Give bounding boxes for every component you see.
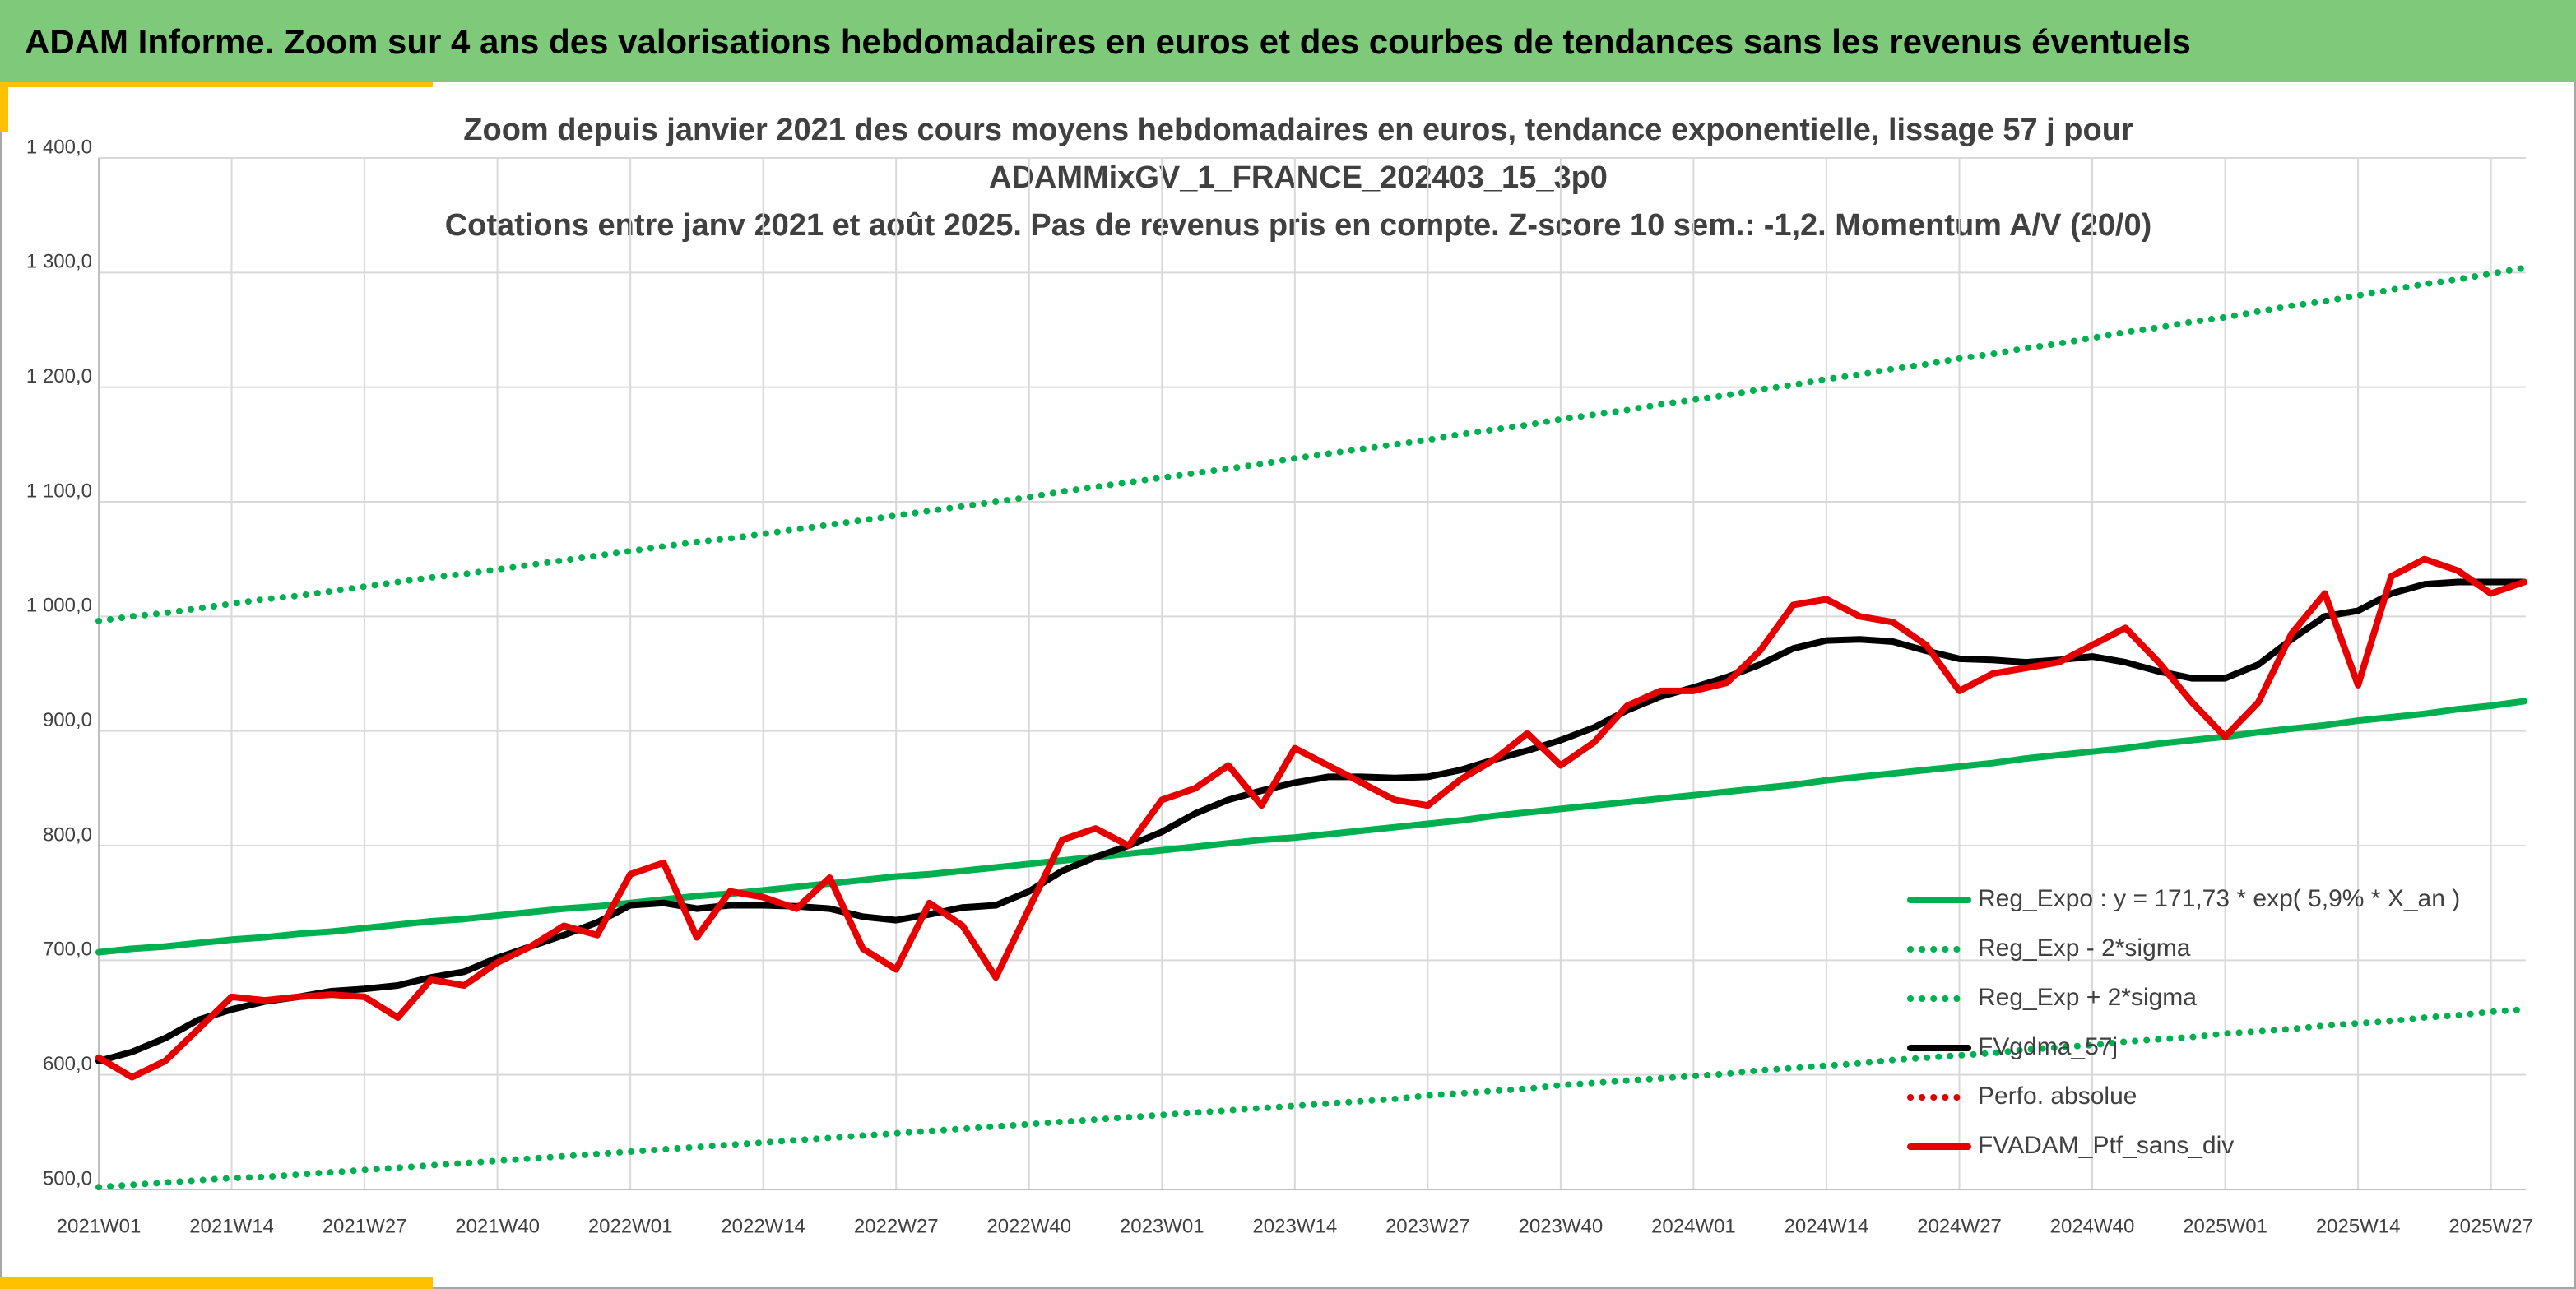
x-tick-label: 2025W01 (2183, 1215, 2267, 1237)
x-tick-label: 2023W14 (1252, 1215, 1337, 1237)
accent (0, 82, 8, 132)
x-tick-label: 2023W40 (1519, 1215, 1604, 1237)
x-tick-label: 2024W01 (1651, 1215, 1736, 1237)
y-tick-label: 800,0 (43, 823, 92, 846)
legend-label: FVgdma_57j (1978, 1033, 2118, 1060)
y-tick-label: 1 400,0 (26, 136, 92, 158)
y-tick-label: 700,0 (43, 939, 92, 961)
x-tick-label: 2024W40 (2050, 1215, 2135, 1237)
x-tick-label: 2025W14 (2316, 1215, 2401, 1237)
y-tick-label: 1 100,0 (26, 480, 92, 502)
legend-label: Reg_Expo : y = 171,73 * exp( 5,9% * X_an… (1978, 885, 2460, 912)
x-tick-label: 2022W14 (721, 1215, 805, 1237)
legend-label: Perfo. absolue (1978, 1083, 2137, 1110)
chart-title: Zoom depuis janvier 2021 des cours moyen… (463, 113, 2133, 147)
y-tick-label: 1 300,0 (26, 251, 92, 273)
x-tick-label: 2021W27 (323, 1215, 407, 1237)
chart-title: Cotations entre janv 2021 et août 2025. … (445, 208, 2152, 243)
header-title: ADAM Informe. Zoom sur 4 ans des valoris… (25, 22, 2191, 61)
legend-label: Reg_Exp - 2*sigma (1978, 934, 2191, 962)
x-tick-label: 2025W27 (2448, 1215, 2533, 1237)
y-tick-label: 500,0 (43, 1167, 92, 1189)
chart-title: ADAMMixGV_1_FRANCE_202403_15_3p0 (989, 160, 1608, 195)
x-tick-label: 2021W14 (189, 1215, 274, 1237)
series-line (95, 555, 2527, 1081)
x-tick-label: 2022W40 (986, 1215, 1071, 1237)
series-line (95, 264, 2527, 624)
header-band (0, 0, 2576, 82)
legend-label: Reg_Exp + 2*sigma (1978, 984, 2197, 1011)
x-tick-label: 2023W01 (1120, 1215, 1204, 1237)
series-line (95, 578, 2527, 1064)
x-tick-label: 2022W01 (588, 1215, 673, 1237)
series-line (95, 1006, 2527, 1191)
y-tick-label: 600,0 (43, 1053, 92, 1075)
series-line (95, 698, 2527, 956)
x-tick-label: 2024W14 (1785, 1215, 1869, 1237)
x-tick-label: 2021W01 (57, 1215, 142, 1237)
x-tick-label: 2024W27 (1917, 1215, 2002, 1237)
legend-label: FVADAM_Ptf_sans_div (1978, 1132, 2234, 1159)
x-tick-label: 2021W40 (455, 1215, 540, 1237)
accent (0, 1277, 433, 1289)
x-tick-label: 2023W27 (1385, 1215, 1470, 1237)
accent (0, 82, 433, 87)
y-tick-label: 1 200,0 (26, 365, 92, 387)
y-tick-label: 1 000,0 (26, 595, 92, 617)
x-tick-label: 2022W27 (854, 1215, 939, 1237)
y-tick-label: 900,0 (43, 709, 92, 731)
